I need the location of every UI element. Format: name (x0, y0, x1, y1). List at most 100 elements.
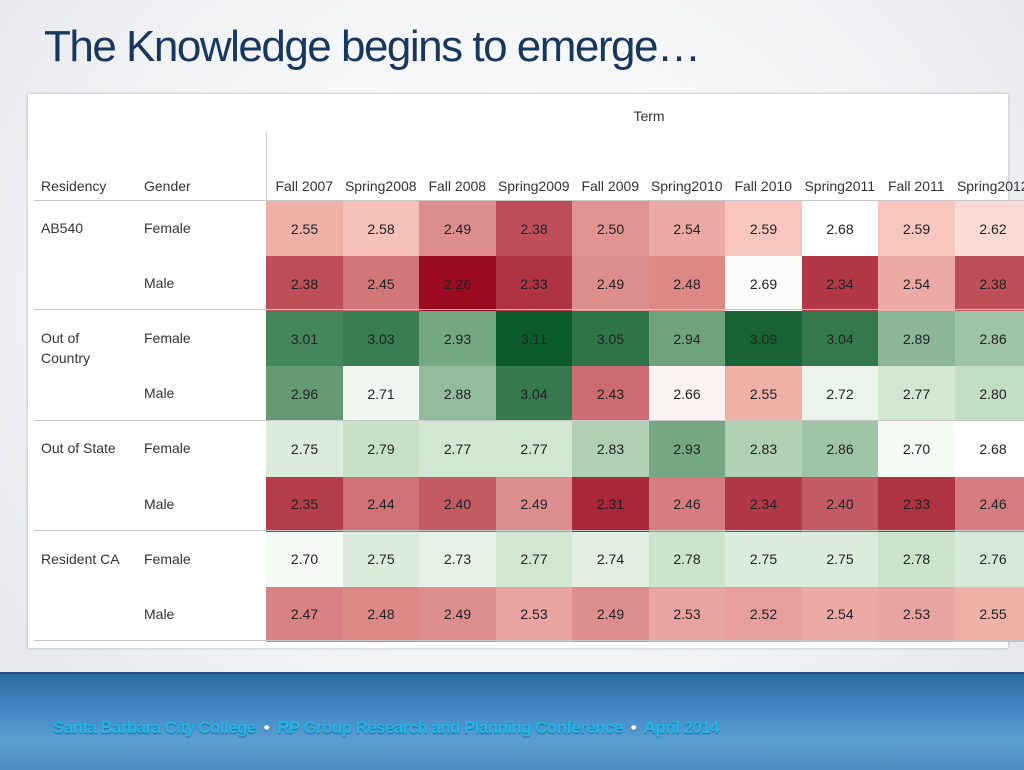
heatmap-cell: 2.54 (878, 256, 955, 312)
heatmap-cell: 3.01 (266, 311, 343, 367)
footer-conference: RP Group Research and Planning Conferenc… (277, 718, 622, 737)
residency-label-line1: Resident CA (41, 551, 120, 567)
heatmap-cell: 3.05 (572, 311, 649, 367)
heatmap-cell: 2.38 (266, 256, 343, 312)
gender-label: Male (144, 273, 174, 293)
heatmap-cell: 2.74 (572, 532, 649, 588)
heatmap-cell: 2.54 (802, 587, 879, 643)
residency-label-line1: Out of State (41, 440, 116, 456)
heatmap-cell: 2.38 (496, 201, 573, 257)
heatmap-cell: 3.04 (496, 366, 573, 422)
heatmap-cell: 2.55 (725, 366, 802, 422)
group-rule (34, 530, 1024, 531)
gender-label: Male (144, 494, 174, 514)
heatmap-cell: 2.58 (343, 201, 420, 257)
heatmap-cell: 2.70 (266, 532, 343, 588)
heatmap-cell: 2.45 (343, 256, 420, 312)
term-label-line2: 2009 (538, 176, 569, 196)
gender-label: Male (144, 604, 174, 624)
residency-label-line2: Country (41, 350, 90, 366)
residency-label: AB540 (41, 218, 83, 238)
heatmap-cell: 2.54 (649, 201, 726, 257)
heatmap-cell: 2.86 (955, 311, 1024, 367)
heatmap-cell: 2.53 (649, 587, 726, 643)
term-label-line2: Fall 2007 (275, 176, 333, 196)
heatmap-cell: 2.94 (649, 311, 726, 367)
heatmap-cell: 2.75 (802, 532, 879, 588)
column-header-residency: Residency (41, 134, 141, 200)
term-label-line1: Spring (804, 176, 844, 196)
term-header-6: Fall 2010 (725, 134, 802, 200)
residency-label: Resident CA (41, 549, 120, 569)
heatmap-cell: 2.49 (419, 201, 496, 257)
heatmap-cell: 2.31 (572, 477, 649, 533)
heatmap-cell: 2.73 (419, 532, 496, 588)
heatmap-cell: 2.77 (496, 532, 573, 588)
heatmap-cell: 2.76 (955, 532, 1024, 588)
term-label-line2: 2008 (385, 176, 416, 196)
heatmap-cell: 2.47 (266, 587, 343, 643)
heatmap-cell: 3.04 (802, 311, 879, 367)
heatmap-cell: 3.03 (343, 311, 420, 367)
heatmap-cell: 2.77 (878, 366, 955, 422)
term-label-line1: Spring (345, 176, 385, 196)
footer-text: Santa Barbara City College • RP Group Re… (53, 718, 719, 738)
gender-label: Female (144, 328, 191, 348)
heatmap-cell: 2.46 (649, 477, 726, 533)
heatmap-cell: 2.78 (878, 532, 955, 588)
footer-college: Santa Barbara City College (53, 718, 256, 737)
heatmap-cell: 2.40 (419, 477, 496, 533)
gender-label: Female (144, 438, 191, 458)
footer-separator: • (631, 718, 636, 737)
heatmap-cell: 2.77 (496, 421, 573, 477)
heatmap-cell: 3.09 (725, 311, 802, 367)
column-header-gender: Gender (144, 134, 244, 200)
heatmap-cell: 2.59 (725, 201, 802, 257)
term-label-line2: Fall 2010 (734, 176, 792, 196)
heatmap-cell: 2.43 (572, 366, 649, 422)
heatmap-cell: 2.80 (955, 366, 1024, 422)
heatmap-cell: 2.49 (419, 587, 496, 643)
heatmap-cell: 2.77 (419, 421, 496, 477)
heatmap-cell: 2.46 (955, 477, 1024, 533)
residency-label-line1: Out of (41, 330, 79, 346)
heatmap-cell: 2.49 (496, 477, 573, 533)
heatmap-cell: 2.96 (266, 366, 343, 422)
heatmap-cell: 2.83 (572, 421, 649, 477)
heatmap-cell: 2.71 (343, 366, 420, 422)
heatmap-cell: 2.88 (419, 366, 496, 422)
heatmap-cell: 2.86 (802, 421, 879, 477)
heatmap-cell: 2.48 (343, 587, 420, 643)
heatmap-cell: 2.34 (725, 477, 802, 533)
heatmap-cell: 2.55 (955, 587, 1024, 643)
term-label-line2: Fall 2009 (581, 176, 639, 196)
term-label-line2: 2010 (691, 176, 722, 196)
heatmap-cell: 2.75 (266, 421, 343, 477)
heatmap-cell: 2.75 (725, 532, 802, 588)
term-header-4: Fall 2009 (572, 134, 649, 200)
heatmap-cell: 2.52 (725, 587, 802, 643)
heatmap-cell: 2.53 (496, 587, 573, 643)
heatmap-cell: 2.49 (572, 256, 649, 312)
footer-bar: Santa Barbara City College • RP Group Re… (0, 672, 1024, 770)
heatmap-cell: 2.55 (266, 201, 343, 257)
term-header-8: Fall 2011 (878, 134, 955, 200)
term-label-line1: Spring (957, 176, 997, 196)
term-header-2: Fall 2008 (419, 134, 496, 200)
group-rule (34, 640, 1024, 641)
residency-label-line1: AB540 (41, 220, 83, 236)
group-rule (34, 420, 1024, 421)
heatmap-cell: 2.38 (955, 256, 1024, 312)
term-label-line2: Fall 2008 (428, 176, 486, 196)
heatmap-cell: 2.33 (496, 256, 573, 312)
term-header-0: Fall 2007 (266, 134, 343, 200)
footer-date: April 2014 (644, 718, 719, 737)
heatmap-cell: 2.44 (343, 477, 420, 533)
